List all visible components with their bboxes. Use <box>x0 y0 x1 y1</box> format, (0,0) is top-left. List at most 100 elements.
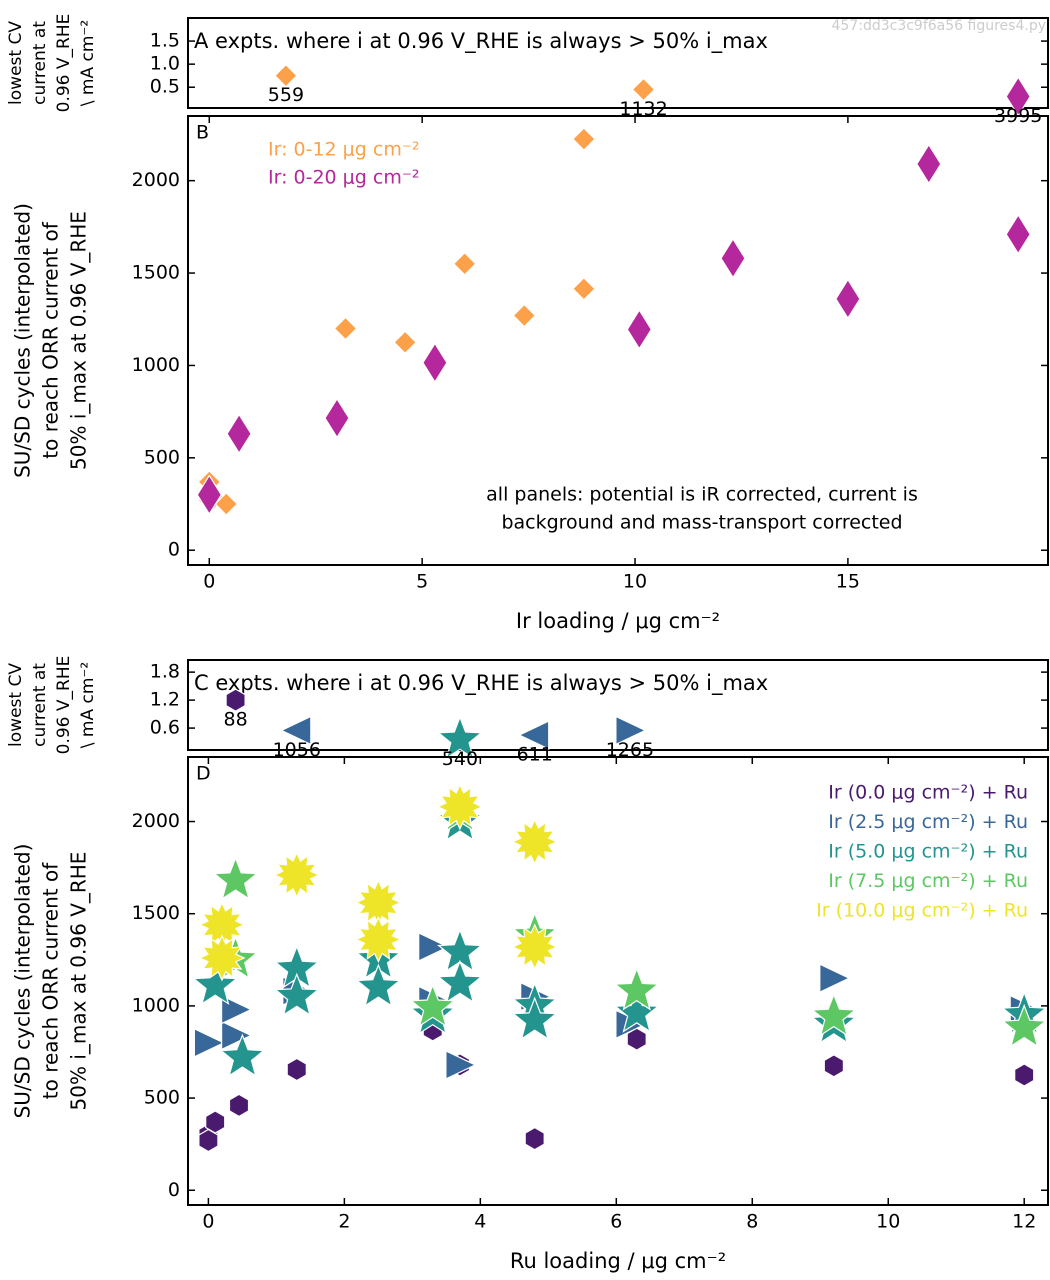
y-axis-label: SU/SD cycles (interpolated) <box>11 203 35 478</box>
watermark: 457:dd3c3c9f6a56 figures4.py <box>832 18 1046 34</box>
marker <box>226 413 252 455</box>
marker <box>214 492 239 516</box>
y-tick-label: 1500 <box>132 262 180 284</box>
marker <box>324 397 350 439</box>
y-tick-label: 500 <box>144 446 180 468</box>
marker <box>280 715 312 746</box>
legend-entry: Ir: 0-20 μg cm⁻² <box>268 167 419 189</box>
marker <box>819 963 851 994</box>
y-tick-label: 0.5 <box>150 76 180 98</box>
x-tick-label: 15 <box>836 571 860 593</box>
marker <box>225 688 246 712</box>
y-axis-label: 50% i_max at 0.96 V_RHE <box>67 211 91 470</box>
legend-entry: Ir (0.0 μg cm⁻²) + Ru <box>828 782 1028 804</box>
y-axis-label: current at <box>30 663 50 747</box>
y-axis-label: current at <box>30 21 50 105</box>
y-tick-label: 500 <box>144 1087 180 1109</box>
y-tick-label: 2000 <box>132 810 180 832</box>
y-axis-label: 50% i_max at 0.96 V_RHE <box>67 852 91 1111</box>
marker <box>511 996 558 1041</box>
marker <box>198 934 246 982</box>
y-axis-label: \ mA cm⁻² <box>78 662 98 748</box>
annotation: A expts. where i at 0.96 V_RHE is always… <box>194 29 768 54</box>
x-axis-label: Ru loading / μg cm⁻² <box>510 1249 726 1273</box>
marker <box>286 1057 307 1082</box>
marker <box>512 303 537 328</box>
marker <box>273 972 320 1017</box>
legend-entry: Ir (10.0 μg cm⁻²) + Ru <box>816 900 1028 922</box>
marker <box>452 251 477 276</box>
y-tick-label: 1.8 <box>150 661 180 683</box>
marker <box>212 856 259 900</box>
marker <box>626 1027 647 1051</box>
legend-entry: Ir (2.5 μg cm⁻²) + Ru <box>828 811 1028 833</box>
marker <box>613 989 660 1033</box>
y-tick-label: 0 <box>168 539 180 561</box>
marker <box>916 143 942 185</box>
marker <box>1001 1003 1048 1048</box>
marker <box>437 715 483 760</box>
marker <box>333 316 358 341</box>
marker <box>445 1049 477 1080</box>
marker <box>572 127 596 151</box>
marker <box>409 983 456 1028</box>
marker <box>422 342 448 384</box>
y-axis-label: lowest CV <box>6 21 26 105</box>
point-label: 540 <box>442 748 478 770</box>
y-tick-label: 1.5 <box>150 30 180 52</box>
y-axis-label: SU/SD cycles (interpolated) <box>11 844 35 1119</box>
marker <box>436 783 484 831</box>
marker <box>626 309 653 350</box>
point-label: 559 <box>268 84 304 106</box>
marker <box>511 923 559 971</box>
x-tick-label: 10 <box>623 571 647 593</box>
marker <box>205 1110 226 1134</box>
marker <box>273 851 321 899</box>
y-tick-label: 0 <box>168 1179 180 1201</box>
x-tick-label: 10 <box>876 1211 900 1233</box>
point-label: 1265 <box>606 739 654 761</box>
plot-frame <box>187 756 1049 1206</box>
plot-frame <box>187 17 1049 109</box>
marker <box>219 1033 266 1077</box>
x-tick-label: 8 <box>746 1211 758 1233</box>
y-tick-label: 0.6 <box>150 717 180 739</box>
marker <box>437 959 483 1004</box>
x-tick-label: 12 <box>1012 1211 1036 1233</box>
plot-frame <box>187 659 1049 751</box>
marker <box>355 963 402 1007</box>
x-tick-label: 0 <box>203 571 215 593</box>
x-tick-label: 2 <box>338 1211 350 1233</box>
annotation: background and mass-transport corrected <box>501 512 902 534</box>
panel-label: D <box>196 763 211 785</box>
marker <box>228 1093 250 1118</box>
y-axis-label: to reach ORR current of <box>39 862 63 1099</box>
marker <box>192 961 239 1006</box>
marker <box>221 994 253 1025</box>
marker <box>354 915 402 964</box>
marker <box>524 1126 545 1151</box>
y-axis-label: lowest CV <box>6 663 26 747</box>
point-label: 611 <box>517 744 553 766</box>
legend-entry: Ir (5.0 μg cm⁻²) + Ru <box>828 841 1028 863</box>
legend-entry: Ir (7.5 μg cm⁻²) + Ru <box>828 870 1028 892</box>
marker <box>196 474 223 516</box>
y-tick-label: 1.0 <box>150 53 180 75</box>
plot-frame <box>187 115 1049 566</box>
point-label: 88 <box>223 709 247 731</box>
point-label: 1132 <box>619 98 667 120</box>
marker <box>393 330 417 355</box>
marker <box>631 77 656 102</box>
panel-label: B <box>196 122 209 144</box>
marker <box>1005 213 1031 255</box>
y-tick-label: 1.2 <box>150 689 180 711</box>
marker <box>193 1027 226 1058</box>
y-tick-label: 1000 <box>132 994 180 1016</box>
y-axis-label: 0.96 V_RHE <box>54 656 74 755</box>
marker <box>810 992 857 1037</box>
legend-entry: Ir: 0-12 μg cm⁻² <box>268 139 419 161</box>
marker <box>198 1128 219 1153</box>
marker <box>274 63 298 88</box>
x-tick-label: 6 <box>610 1211 622 1233</box>
y-axis-label: 0.96 V_RHE <box>54 14 74 113</box>
